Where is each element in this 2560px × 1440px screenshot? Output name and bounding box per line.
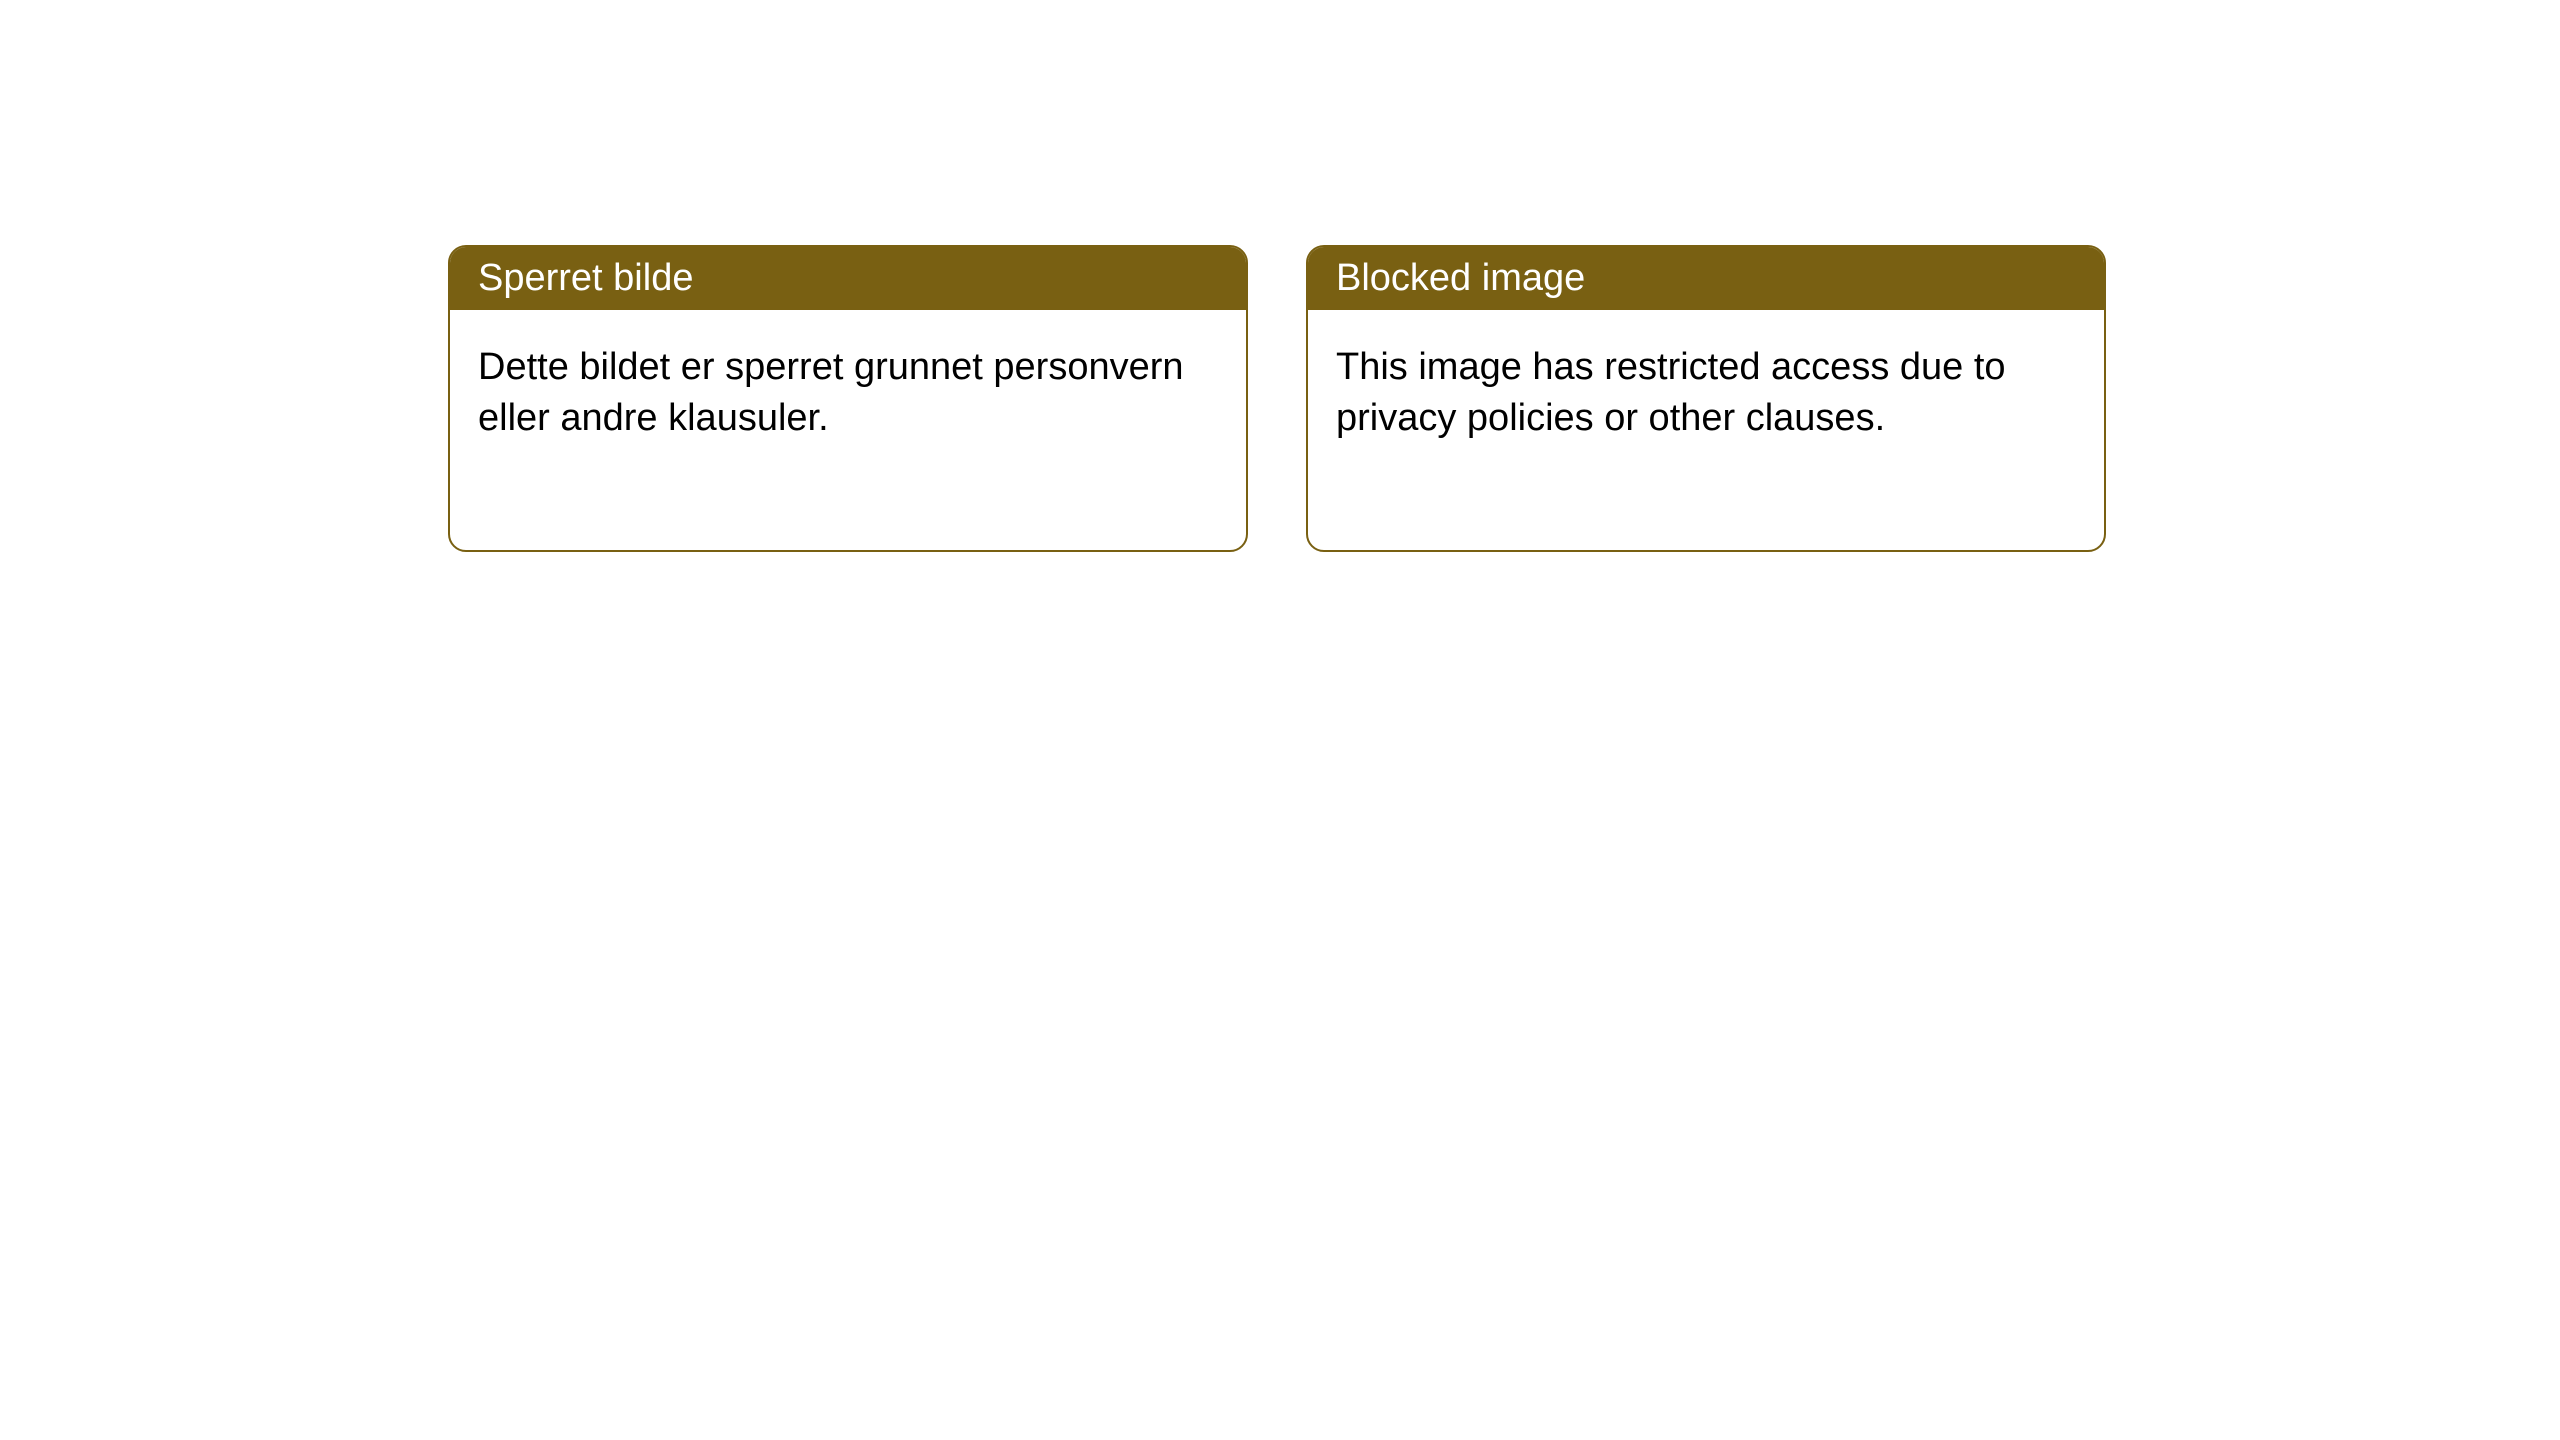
card-header-norwegian: Sperret bilde bbox=[450, 247, 1246, 310]
card-body-english: This image has restricted access due to … bbox=[1308, 310, 2104, 550]
card-english: Blocked image This image has restricted … bbox=[1306, 245, 2106, 552]
blocked-image-notices: Sperret bilde Dette bildet er sperret gr… bbox=[448, 245, 2106, 552]
card-norwegian: Sperret bilde Dette bildet er sperret gr… bbox=[448, 245, 1248, 552]
card-message-norwegian: Dette bildet er sperret grunnet personve… bbox=[478, 346, 1184, 439]
card-message-english: This image has restricted access due to … bbox=[1336, 346, 2006, 439]
card-title-norwegian: Sperret bilde bbox=[478, 257, 693, 299]
card-title-english: Blocked image bbox=[1336, 257, 1585, 299]
card-header-english: Blocked image bbox=[1308, 247, 2104, 310]
card-body-norwegian: Dette bildet er sperret grunnet personve… bbox=[450, 310, 1246, 550]
